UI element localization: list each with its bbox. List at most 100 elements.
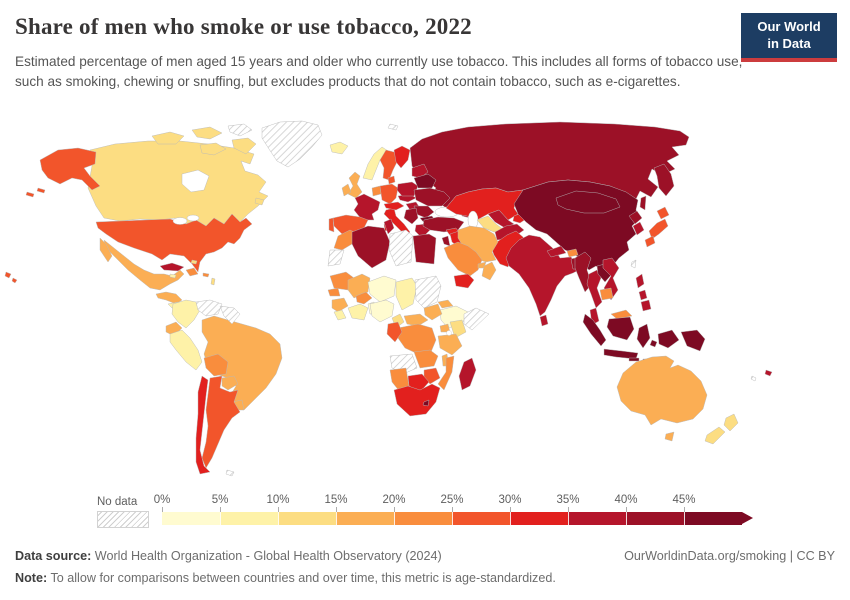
- region-bahamas[interactable]: [190, 259, 198, 265]
- region-algeria[interactable]: [351, 225, 391, 269]
- region-chad[interactable]: [395, 277, 418, 311]
- region-egypt[interactable]: [412, 233, 437, 265]
- region-central-african-republic[interactable]: [403, 313, 429, 327]
- legend-bin-35-40%[interactable]: [568, 512, 626, 525]
- region-libya-nodata[interactable]: [388, 229, 414, 267]
- legend-bin-20-25%[interactable]: [394, 512, 452, 525]
- region-netherlands-belgium[interactable]: [371, 185, 382, 197]
- region-canada[interactable]: [151, 131, 185, 145]
- region-mexico[interactable]: [103, 239, 185, 291]
- region-philippines[interactable]: [638, 289, 648, 301]
- region-philippines[interactable]: [635, 273, 645, 289]
- region-sudan-nodata[interactable]: [414, 275, 442, 309]
- region-cote-divoire-ghana[interactable]: [347, 303, 369, 321]
- no-data-swatch[interactable]: [97, 511, 149, 528]
- region-madagascar[interactable]: [458, 357, 477, 391]
- region-russia[interactable]: [409, 121, 690, 209]
- footer-link[interactable]: OurWorldinData.org/smoking | CC BY: [624, 549, 835, 563]
- region-mexico-baja[interactable]: [99, 237, 113, 263]
- region-portugal[interactable]: [328, 217, 335, 233]
- region-indonesia-sumatra[interactable]: [582, 313, 607, 347]
- region-malaysia-borneo[interactable]: [610, 309, 633, 320]
- region-poland[interactable]: [396, 181, 419, 197]
- region-united-states-hawaii[interactable]: [4, 271, 12, 279]
- region-south-korea[interactable]: [632, 221, 645, 236]
- region-russia[interactable]: [653, 163, 675, 197]
- legend-bin-30-35%[interactable]: [510, 512, 568, 525]
- region-papua-new-guinea[interactable]: [680, 329, 706, 352]
- region-new-zealand-south[interactable]: [704, 426, 726, 445]
- region-indonesia-kalimantan[interactable]: [606, 316, 635, 341]
- region-jordan-israel[interactable]: [441, 235, 451, 247]
- region-canada[interactable]: [231, 137, 257, 155]
- region-balkans[interactable]: [403, 207, 419, 225]
- region-united-states-aleutians[interactable]: [36, 187, 46, 194]
- region-falklands-nodata[interactable]: [225, 469, 235, 477]
- region-russia[interactable]: [639, 195, 647, 211]
- region-uk[interactable]: [347, 171, 363, 199]
- region-south-africa[interactable]: [393, 383, 441, 417]
- region-kenya[interactable]: [449, 319, 467, 339]
- region-yemen[interactable]: [453, 273, 475, 289]
- region-drc[interactable]: [397, 323, 437, 355]
- region-sierra-leone-liberia[interactable]: [333, 309, 347, 321]
- region-peru[interactable]: [169, 329, 203, 371]
- region-canada[interactable]: [254, 197, 265, 206]
- region-new-zealand-north[interactable]: [723, 413, 739, 432]
- legend-bin-40-45%[interactable]: [626, 512, 684, 525]
- region-india[interactable]: [505, 234, 582, 317]
- region-united-states[interactable]: [95, 213, 253, 273]
- legend-bin-0-5%[interactable]: [162, 512, 220, 525]
- region-philippines[interactable]: [640, 299, 652, 312]
- region-cambodia[interactable]: [599, 287, 614, 301]
- region-cuba[interactable]: [159, 262, 185, 272]
- region-burkina-faso[interactable]: [355, 291, 373, 305]
- region-indonesia-java[interactable]: [603, 348, 639, 360]
- region-zambia[interactable]: [413, 349, 439, 369]
- region-colombia[interactable]: [171, 299, 201, 329]
- region-uzbekistan[interactable]: [487, 209, 515, 229]
- region-arctic-island-nodata[interactable]: [227, 123, 253, 137]
- region-canada[interactable]: [87, 140, 269, 227]
- region-argentina[interactable]: [201, 375, 241, 469]
- region-chile[interactable]: [195, 375, 211, 475]
- region-canada[interactable]: [199, 142, 227, 156]
- region-bolivia[interactable]: [203, 353, 229, 377]
- region-sweden[interactable]: [379, 149, 399, 181]
- region-mongolia[interactable]: [555, 190, 621, 214]
- region-united-states-hawaii[interactable]: [11, 277, 18, 284]
- region-united-states-aleutians[interactable]: [25, 191, 35, 198]
- region-zimbabwe[interactable]: [423, 367, 441, 385]
- region-western-sahara-nodata[interactable]: [327, 249, 345, 267]
- region-australia-tasmania[interactable]: [664, 431, 675, 442]
- region-iceland[interactable]: [329, 141, 349, 155]
- region-niger[interactable]: [367, 275, 397, 303]
- legend-bin-15-20%[interactable]: [336, 512, 394, 525]
- region-nigeria[interactable]: [369, 299, 395, 323]
- region-tunisia[interactable]: [383, 218, 395, 235]
- region-south-sudan[interactable]: [423, 303, 443, 321]
- region-germany[interactable]: [379, 183, 399, 205]
- region-new-caledonia-nodata[interactable]: [750, 375, 757, 382]
- legend-bin-45%+[interactable]: [684, 512, 742, 525]
- legend-bin-5-10%[interactable]: [220, 512, 278, 525]
- region-france[interactable]: [353, 193, 381, 221]
- region-guinea[interactable]: [331, 297, 349, 313]
- owid-logo[interactable]: Our World in Data: [741, 13, 837, 62]
- region-venezuela-nodata[interactable]: [195, 299, 223, 317]
- region-eritrea-djibouti[interactable]: [437, 299, 454, 309]
- region-indonesia-sulawesi[interactable]: [636, 323, 651, 349]
- region-paraguay[interactable]: [221, 375, 239, 391]
- region-canada[interactable]: [191, 126, 223, 140]
- region-jamaica[interactable]: [169, 273, 177, 279]
- region-mozambique[interactable]: [437, 355, 455, 391]
- region-united-states-alaska[interactable]: [39, 147, 101, 191]
- region-senegal[interactable]: [327, 287, 341, 297]
- region-fiji[interactable]: [764, 369, 773, 377]
- region-nepal[interactable]: [546, 245, 567, 258]
- region-north-korea[interactable]: [628, 210, 643, 225]
- region-indonesia-maluku[interactable]: [649, 339, 658, 348]
- region-puerto-rico[interactable]: [202, 272, 210, 278]
- legend-color-bar[interactable]: [162, 512, 753, 525]
- region-australia[interactable]: [616, 355, 708, 426]
